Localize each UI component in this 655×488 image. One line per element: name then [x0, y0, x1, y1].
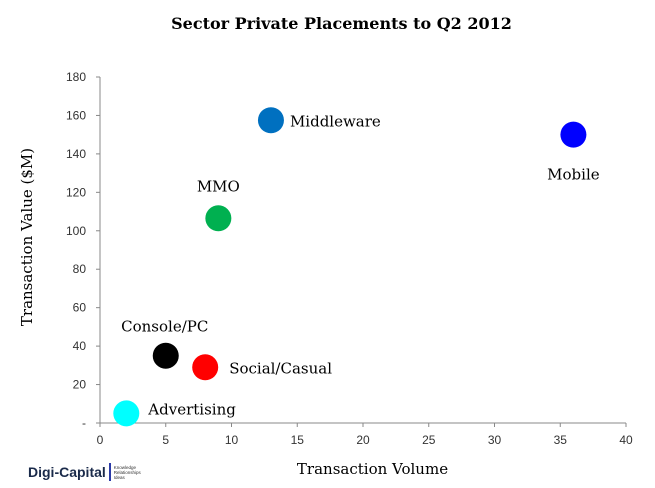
data-label-mmo: MMO [197, 177, 240, 195]
logo-tagline-line: Knowledge [113, 464, 137, 470]
data-point-mobile [560, 121, 587, 148]
x-tick-label: 30 [488, 433, 502, 447]
x-tick-label: 10 [225, 433, 239, 447]
data-point-middleware [257, 107, 284, 134]
data-point-mmo [205, 205, 232, 232]
data-label-middleware: Middleware [290, 112, 381, 130]
logo-name: Digi-Capital [28, 464, 106, 480]
data-label-social-casual: Social/Casual [229, 359, 332, 377]
x-tick-label: 25 [422, 433, 436, 447]
logo-tagline: Knowledge Relationships Ideas [114, 465, 141, 480]
y-tick-label: 140 [66, 147, 86, 161]
y-tick-label: 40 [73, 339, 87, 353]
y-tick-label: 180 [66, 70, 86, 84]
data-label-console-pc: Console/PC [121, 318, 208, 336]
chart-title: Sector Private Placements to Q2 2012 [171, 14, 512, 33]
x-tick-label: 40 [619, 433, 633, 447]
x-tick-label: 20 [356, 433, 370, 447]
x-tick-label: 0 [97, 433, 104, 447]
x-tick-label: 5 [162, 433, 169, 447]
logo-tagline-line: Ideas [113, 474, 125, 480]
logo-divider [108, 463, 111, 481]
data-label-advertising: Advertising [147, 400, 236, 418]
data-point-advertising [113, 400, 140, 427]
logo-tagline-line: Relationships [113, 469, 141, 475]
y-tick-label: - [82, 416, 86, 430]
digi-capital-logo: Digi-Capital Knowledge Relationships Ide… [28, 463, 141, 481]
data-label-mobile: Mobile [547, 166, 600, 184]
data-point-social-casual [192, 354, 219, 381]
data-point-console-pc [152, 342, 179, 369]
y-tick-label: 120 [66, 185, 86, 199]
y-tick-label: 100 [66, 224, 86, 238]
y-tick-label: 60 [73, 301, 87, 315]
y-tick-label: 20 [73, 378, 87, 392]
x-tick-label: 15 [291, 433, 305, 447]
x-tick-label: 35 [554, 433, 568, 447]
y-tick-label: 160 [66, 108, 86, 122]
x-axis-label: Transaction Volume [296, 460, 449, 478]
y-tick-label: 80 [73, 262, 87, 276]
